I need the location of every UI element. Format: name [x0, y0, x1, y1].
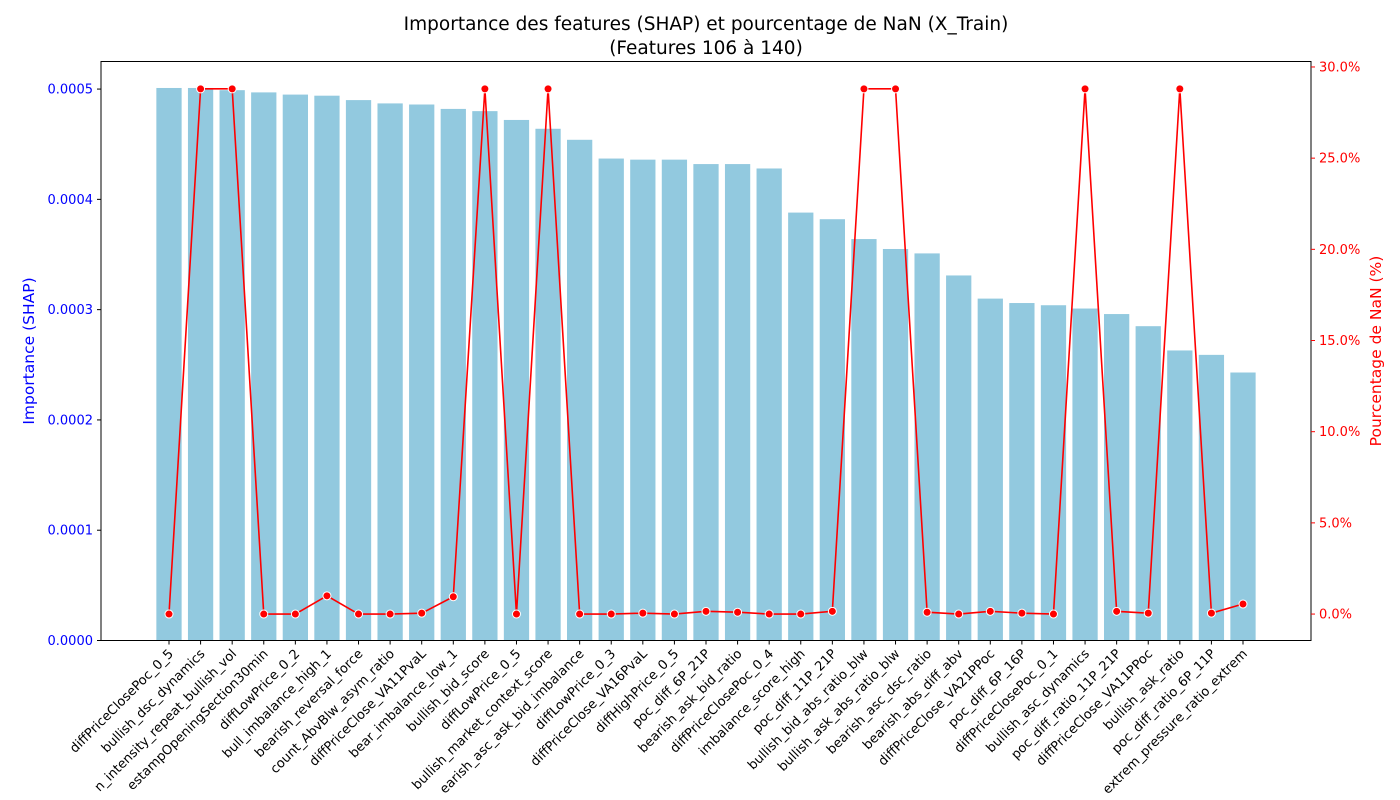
nan-point: [796, 609, 806, 619]
bar: [788, 212, 814, 641]
bar: [314, 95, 340, 641]
right-axis-tick-label: 20.0%: [1319, 243, 1360, 258]
bar: [630, 159, 656, 641]
nan-point: [891, 84, 901, 94]
nan-point: [827, 606, 837, 616]
left-axis-tick-label: 0.0004: [48, 193, 94, 208]
left-axis-tick-label: 0.0005: [48, 83, 94, 98]
nan-point: [1143, 608, 1153, 618]
nan-point: [354, 609, 364, 619]
bar: [187, 87, 214, 641]
nan-point: [922, 607, 932, 617]
nan-point: [196, 84, 206, 94]
nan-point: [480, 84, 490, 94]
right-axis-tick-label: 5.0%: [1319, 516, 1352, 531]
nan-point: [259, 609, 269, 619]
bar: [756, 168, 782, 641]
bar: [1230, 372, 1256, 641]
nan-point: [1112, 606, 1122, 616]
bar: [661, 159, 688, 641]
bar: [1167, 350, 1193, 641]
bar: [1009, 303, 1035, 641]
nan-point: [733, 607, 743, 617]
nan-point: [448, 592, 458, 602]
left-axis-tick-label: 0.0001: [48, 524, 94, 539]
left-axis-tick-label: 0.0003: [48, 303, 94, 318]
chart-subtitle: (Features 106 à 140): [609, 38, 803, 59]
bar: [724, 164, 751, 641]
nan-point: [575, 609, 585, 619]
nan-point: [859, 84, 869, 94]
nan-point: [764, 609, 774, 619]
bar: [282, 94, 308, 641]
x-axis: diffPriceClosePoc_0_5bullish_dsc_dynamic…: [67, 640, 1251, 797]
bar: [377, 103, 403, 641]
right-axis-label: Pourcentage de NaN (%): [1367, 256, 1385, 447]
bar: [1135, 326, 1161, 641]
nan-point: [1017, 608, 1027, 618]
right-axis-tick-label: 30.0%: [1319, 60, 1360, 75]
bar: [440, 108, 466, 641]
bar: [693, 164, 719, 641]
nan-point: [1206, 608, 1216, 618]
bar: [251, 92, 277, 641]
chart-title: Importance des features (SHAP) et pource…: [404, 14, 1009, 35]
left-axis-tick-label: 0.0002: [48, 413, 94, 428]
bar: [1072, 308, 1098, 641]
bar-series: [156, 87, 1256, 641]
nan-point: [322, 591, 332, 601]
bar: [914, 253, 940, 641]
nan-point: [1175, 84, 1185, 94]
nan-point: [606, 609, 616, 619]
bar: [977, 298, 1003, 641]
nan-point: [1238, 599, 1248, 609]
bar: [819, 219, 845, 641]
bar: [156, 87, 182, 641]
bar: [503, 119, 530, 641]
bar: [219, 90, 245, 641]
right-axis-tick-label: 10.0%: [1319, 425, 1360, 440]
nan-line-series: [164, 84, 1248, 619]
left-axis-label: Importance (SHAP): [20, 277, 38, 424]
nan-point: [385, 609, 395, 619]
bar: [345, 100, 372, 641]
right-axis-tick-label: 15.0%: [1319, 334, 1360, 349]
bar: [1198, 354, 1225, 641]
left-axis-tick-label: 0.0000: [48, 634, 94, 649]
nan-point: [669, 609, 679, 619]
right-axis-tick-label: 25.0%: [1319, 152, 1360, 167]
bar: [535, 128, 561, 641]
bar: [598, 158, 624, 641]
bar: [882, 248, 909, 641]
bar: [946, 275, 972, 641]
bar: [851, 239, 877, 641]
nan-point: [543, 84, 553, 94]
right-axis-tick-label: 0.0%: [1319, 608, 1352, 623]
right-axis: 0.0% 5.0% 10.0% 15.0% 20.0% 25.0% 30.0%: [1311, 60, 1360, 623]
nan-point: [954, 609, 964, 619]
nan-point: [227, 84, 237, 94]
nan-point: [701, 606, 711, 616]
bar: [472, 111, 498, 641]
nan-point: [417, 608, 427, 618]
bar: [567, 139, 593, 641]
nan-point: [511, 609, 521, 619]
nan-point: [290, 609, 300, 619]
nan-point: [638, 608, 648, 618]
left-axis: 0.0000 0.0001 0.0002 0.0003 0.0004 0.0005: [48, 83, 101, 649]
nan-point: [1048, 609, 1058, 619]
nan-point: [985, 606, 995, 616]
nan-point: [1080, 84, 1090, 94]
bar: [409, 104, 435, 641]
nan-point: [164, 609, 174, 619]
